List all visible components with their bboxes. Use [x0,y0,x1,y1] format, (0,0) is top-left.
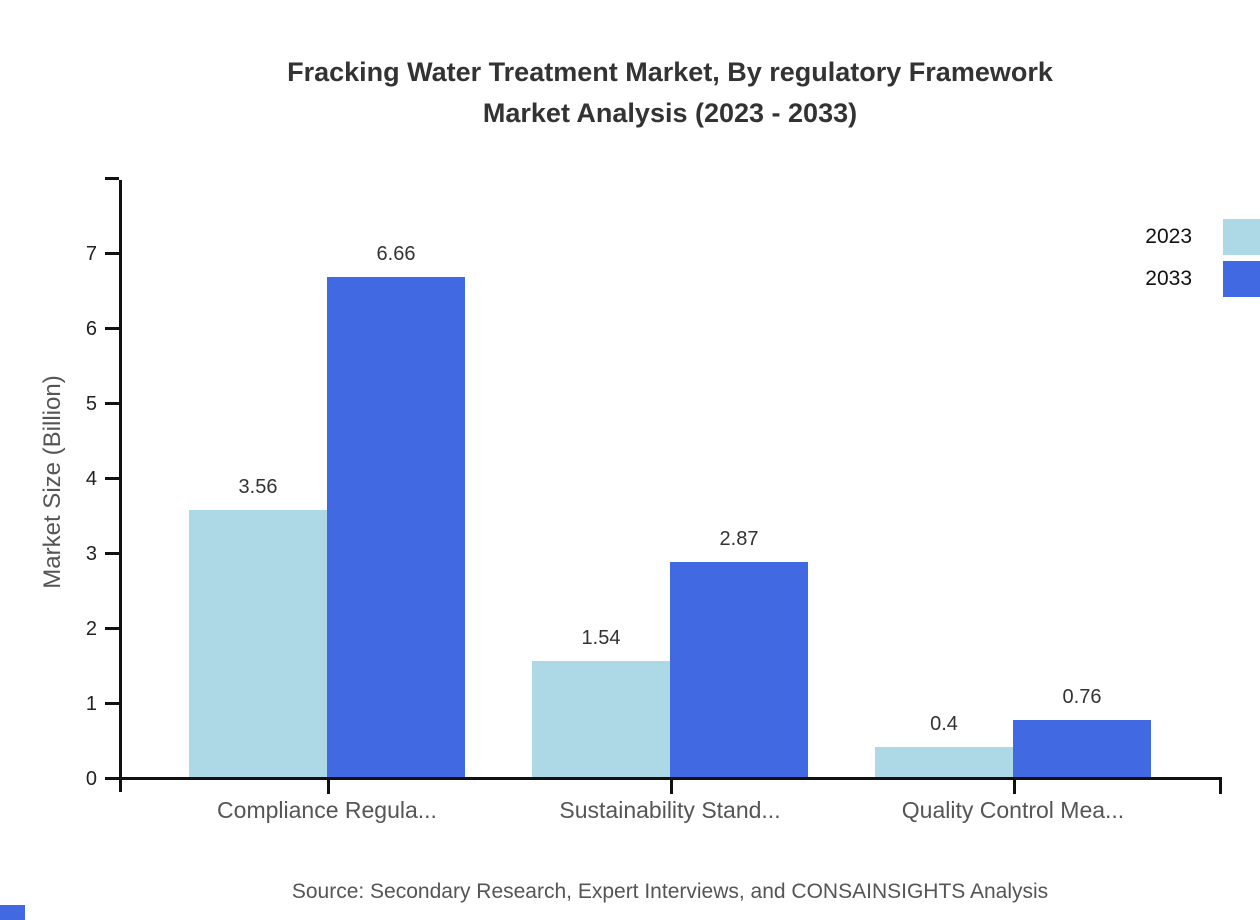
bar-value-label: 3.56 [238,476,278,498]
x-category-label: Compliance Regula... [217,797,437,823]
bar-value-label: 0.4 [930,713,958,735]
y-tick [105,627,119,630]
bar-2033-1[interactable] [327,277,465,777]
chart-title-line1: Fracking Water Treatment Market, By regu… [287,57,1053,87]
x-axis-line [112,777,1222,780]
x-category-label: Quality Control Mea... [901,797,1125,823]
y-tick [105,327,119,330]
y-tick [105,477,119,480]
y-tick-label: 4 [85,468,97,490]
y-tick [105,777,119,780]
chart-title-line2: Market Analysis (2023 - 2033) [482,98,858,128]
x-tick [670,780,673,794]
bar-value-label: 0.76 [1062,686,1102,708]
y-tick [105,402,119,405]
bar-2033-2[interactable] [670,562,808,777]
y-tick [105,552,119,555]
corner-artifact [0,905,25,920]
legend-swatch-2033-icon [1223,261,1260,297]
chart-title: Fracking Water Treatment Market, By regu… [80,52,1260,134]
bar-value-label: 1.54 [581,627,621,649]
y-tick-label: 0 [85,768,97,790]
y-tick-label: 1 [85,693,97,715]
bar-2023-3[interactable] [875,747,1013,777]
x-tick [1013,780,1016,794]
legend-item-2023[interactable]: 2023 [1145,219,1260,255]
bar-2023-2[interactable] [532,661,670,777]
y-tick-label: 5 [85,393,97,415]
y-tick-label: 2 [85,618,97,640]
x-category-label: Sustainability Stand... [559,797,781,823]
y-tick [105,252,119,255]
x-tick [1219,780,1222,794]
y-tick [105,702,119,705]
bar-value-label: 6.66 [376,243,416,265]
legend-item-2033[interactable]: 2033 [1145,261,1260,297]
legend-label-2033: 2033 [1145,267,1192,290]
legend: 2023 2033 [1145,219,1260,303]
y-tick-label: 6 [85,318,97,340]
bar-value-label: 2.87 [719,528,759,550]
x-tick [327,780,330,794]
bar-2033-3[interactable] [1013,720,1151,777]
legend-swatch-2023-icon [1223,219,1260,255]
y-tick-label: 7 [85,243,97,265]
legend-label-2023: 2023 [1145,225,1192,248]
y-tick-label: 3 [85,543,97,565]
y-tick [105,177,119,180]
bar-2023-1[interactable] [189,510,327,777]
y-axis-line [119,180,122,792]
source-note: Source: Secondary Research, Expert Inter… [291,880,1049,903]
